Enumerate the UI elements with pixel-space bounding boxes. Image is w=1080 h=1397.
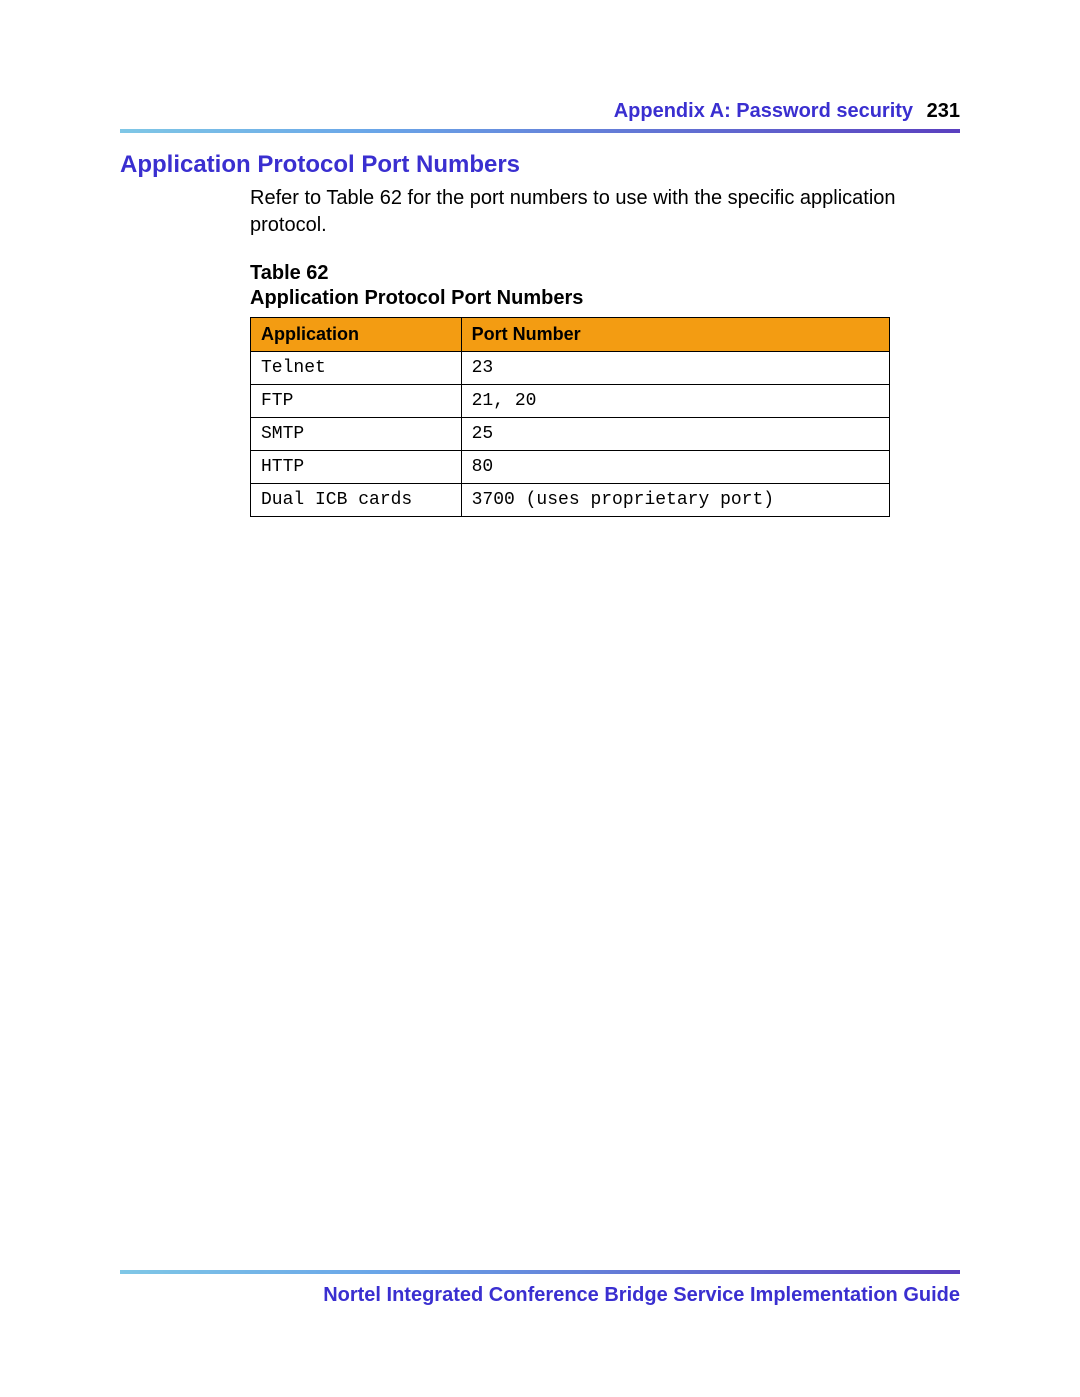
- cell-application: FTP: [251, 385, 462, 418]
- footer-text: Nortel Integrated Conference Bridge Serv…: [120, 1284, 960, 1307]
- cell-application: SMTP: [251, 418, 462, 451]
- table-row: SMTP 25: [251, 418, 890, 451]
- table-caption: Table 62 Application Protocol Port Numbe…: [250, 261, 960, 311]
- table-header-row: Application Port Number: [251, 318, 890, 352]
- page-header: Appendix A: Password security 231: [120, 100, 960, 123]
- cell-port: 21, 20: [461, 385, 889, 418]
- cell-application: Telnet: [251, 352, 462, 385]
- appendix-title: Appendix A: Password security: [614, 100, 913, 122]
- cell-application: Dual ICB cards: [251, 484, 462, 517]
- table-caption-line2: Application Protocol Port Numbers: [250, 287, 583, 309]
- cell-port: 3700 (uses proprietary port): [461, 484, 889, 517]
- table-row: Telnet 23: [251, 352, 890, 385]
- table-row: HTTP 80: [251, 451, 890, 484]
- table-header-application: Application: [251, 318, 462, 352]
- page-number: 231: [927, 100, 960, 122]
- cell-application: HTTP: [251, 451, 462, 484]
- table-caption-line1: Table 62: [250, 262, 329, 284]
- cell-port: 25: [461, 418, 889, 451]
- content-block: Refer to Table 62 for the port numbers t…: [250, 185, 960, 517]
- section-title: Application Protocol Port Numbers: [120, 151, 960, 179]
- table-row: FTP 21, 20: [251, 385, 890, 418]
- page: Appendix A: Password security 231 Applic…: [0, 0, 1080, 1397]
- cell-port: 80: [461, 451, 889, 484]
- table-header-port: Port Number: [461, 318, 889, 352]
- table-row: Dual ICB cards 3700 (uses proprietary po…: [251, 484, 890, 517]
- bottom-divider: [120, 1270, 960, 1274]
- intro-paragraph: Refer to Table 62 for the port numbers t…: [250, 185, 960, 239]
- port-table: Application Port Number Telnet 23 FTP 21…: [250, 317, 890, 517]
- page-footer: Nortel Integrated Conference Bridge Serv…: [120, 1270, 960, 1307]
- top-divider: [120, 129, 960, 133]
- cell-port: 23: [461, 352, 889, 385]
